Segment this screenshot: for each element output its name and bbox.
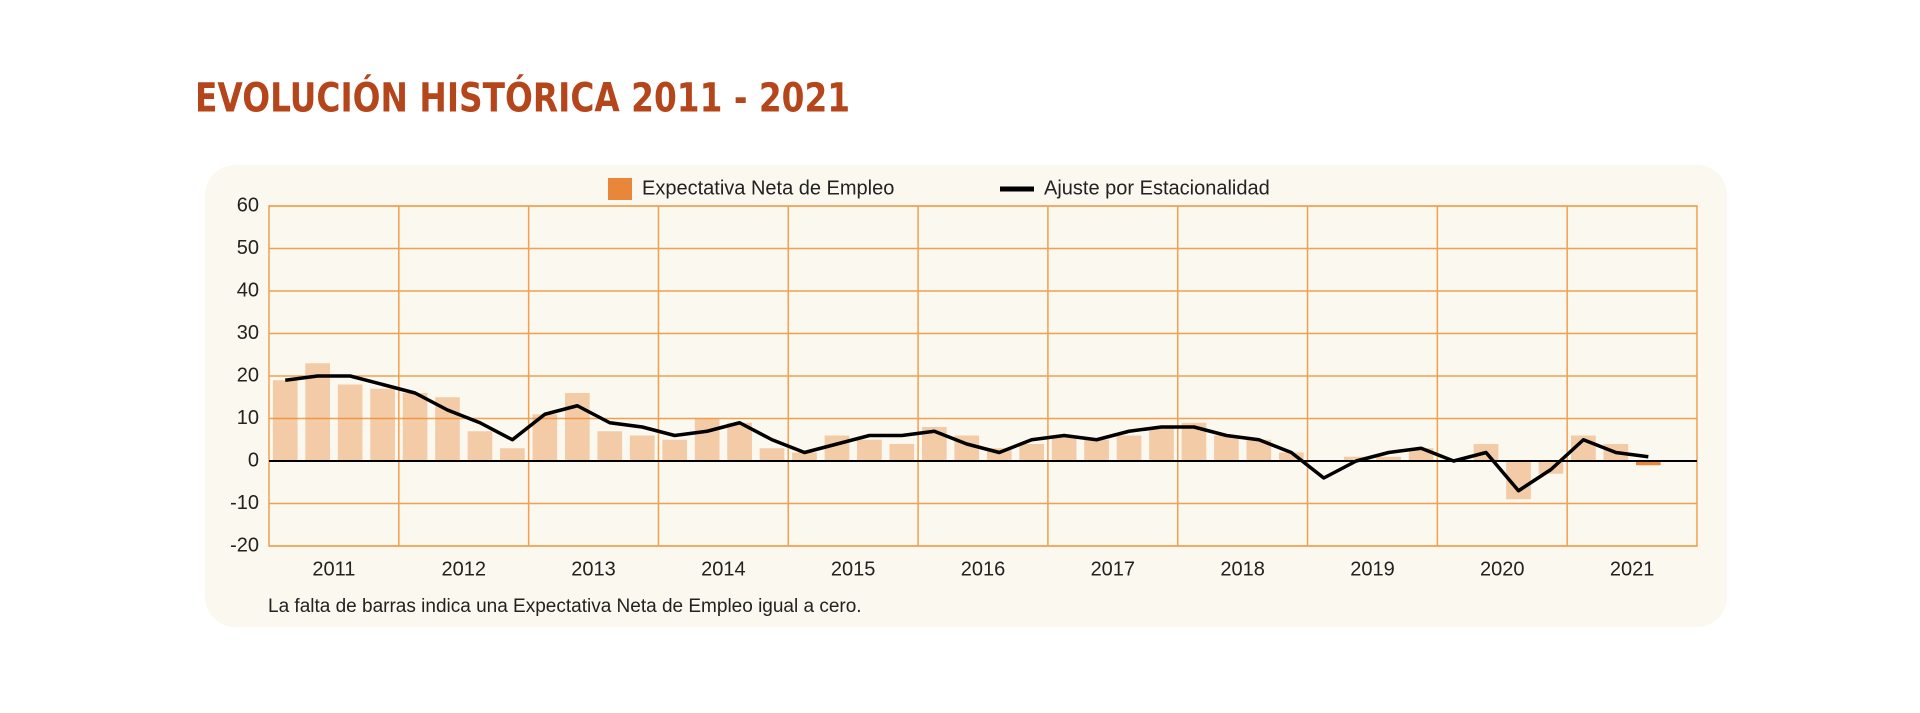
bar bbox=[824, 435, 850, 461]
note: La falta de barras indica una Expectativ… bbox=[268, 596, 862, 617]
x-tick-label: 2016 bbox=[961, 558, 1006, 580]
bar bbox=[792, 452, 817, 461]
bar bbox=[759, 448, 785, 461]
chart-title: EVOLUCIÓN HISTÓRICA 2011 - 2021 bbox=[195, 73, 850, 121]
bar bbox=[467, 431, 493, 461]
bar bbox=[857, 439, 882, 461]
bar bbox=[402, 393, 428, 461]
y-tick-label: 10 bbox=[237, 407, 259, 429]
y-tick-label: 50 bbox=[237, 237, 259, 259]
x-tick-label: 2015 bbox=[831, 558, 876, 580]
bar bbox=[1051, 435, 1077, 461]
x-tick-label: 2014 bbox=[701, 558, 746, 580]
y-tick-label: 20 bbox=[237, 364, 259, 386]
y-tick-label: -10 bbox=[230, 492, 259, 514]
bar bbox=[305, 363, 331, 461]
bar bbox=[1278, 452, 1304, 461]
bar bbox=[597, 431, 623, 461]
bar bbox=[1084, 439, 1109, 461]
bar bbox=[1376, 456, 1402, 461]
bar bbox=[435, 397, 460, 461]
bar bbox=[1343, 456, 1369, 461]
bar bbox=[1149, 427, 1174, 461]
bar bbox=[337, 384, 363, 461]
bar bbox=[1116, 435, 1142, 461]
x-tick-label: 2013 bbox=[571, 558, 616, 580]
y-tick-label: 60 bbox=[237, 194, 259, 216]
panel bbox=[205, 165, 1727, 627]
bar bbox=[1246, 439, 1272, 461]
bar bbox=[1019, 444, 1045, 461]
bar bbox=[1635, 461, 1661, 466]
legend-label: Expectativa Neta de Empleo bbox=[642, 177, 894, 199]
x-tick-label: 2018 bbox=[1220, 558, 1265, 580]
y-tick-label: 0 bbox=[248, 449, 259, 471]
bar bbox=[500, 448, 525, 461]
bar bbox=[662, 439, 688, 461]
x-tick-label: 2020 bbox=[1480, 558, 1525, 580]
y-tick-label: 30 bbox=[237, 322, 259, 344]
bar bbox=[1214, 435, 1239, 461]
x-tick-label: 2012 bbox=[441, 558, 486, 580]
x-tick-label: 2021 bbox=[1610, 558, 1655, 580]
legend-label: Ajuste por Estacionalidad bbox=[1044, 177, 1270, 199]
x-tick-label: 2017 bbox=[1091, 558, 1136, 580]
bar bbox=[889, 444, 915, 461]
x-tick-label: 2019 bbox=[1350, 558, 1395, 580]
bar bbox=[564, 393, 590, 461]
bar bbox=[727, 422, 752, 461]
legend-swatch bbox=[608, 178, 632, 200]
bar bbox=[629, 435, 655, 461]
bar bbox=[272, 380, 298, 461]
y-tick-label: 40 bbox=[237, 279, 259, 301]
line bbox=[285, 374, 1649, 493]
y-tick-label: -20 bbox=[230, 534, 259, 556]
bar bbox=[370, 388, 395, 461]
x-tick-label: 2011 bbox=[312, 558, 355, 580]
bar bbox=[694, 418, 720, 461]
